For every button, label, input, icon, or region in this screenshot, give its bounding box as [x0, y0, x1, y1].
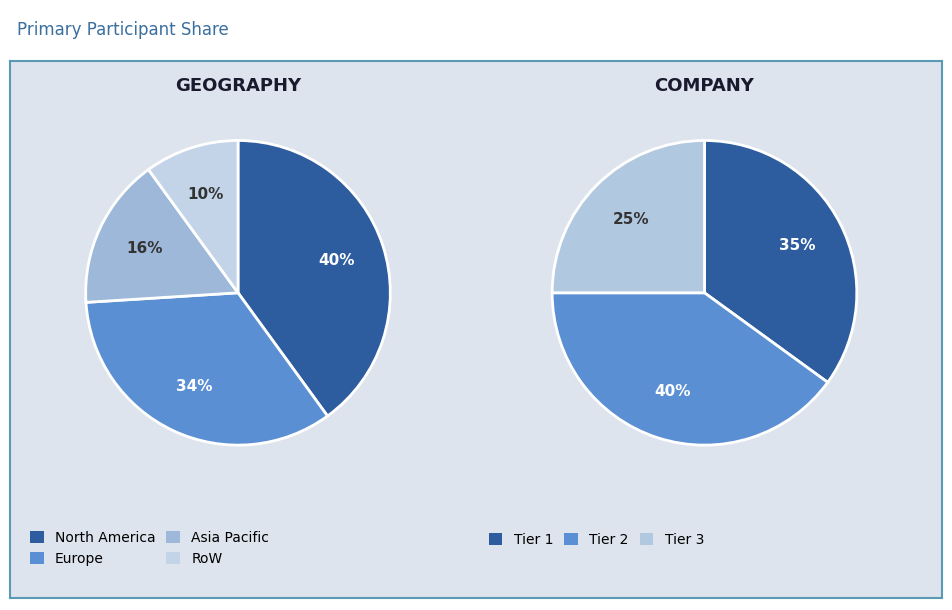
- Text: Primary Participant Share: Primary Participant Share: [17, 21, 228, 40]
- Text: 40%: 40%: [318, 253, 355, 268]
- Text: 40%: 40%: [654, 384, 691, 399]
- Title: COMPANY: COMPANY: [655, 77, 754, 95]
- Wedge shape: [86, 293, 327, 445]
- Legend: Tier 1, Tier 2, Tier 3: Tier 1, Tier 2, Tier 3: [483, 527, 709, 553]
- Wedge shape: [238, 140, 390, 416]
- Text: 35%: 35%: [779, 239, 815, 253]
- Wedge shape: [149, 140, 238, 293]
- Wedge shape: [86, 170, 238, 303]
- Text: 16%: 16%: [126, 241, 163, 256]
- Title: GEOGRAPHY: GEOGRAPHY: [175, 77, 301, 95]
- Wedge shape: [552, 293, 827, 445]
- Text: 34%: 34%: [176, 379, 212, 394]
- Wedge shape: [704, 140, 857, 382]
- Text: 10%: 10%: [188, 187, 224, 202]
- Legend: North America, Europe, Asia Pacific, RoW: North America, Europe, Asia Pacific, RoW: [24, 525, 275, 572]
- Text: 25%: 25%: [613, 212, 649, 227]
- Wedge shape: [552, 140, 704, 293]
